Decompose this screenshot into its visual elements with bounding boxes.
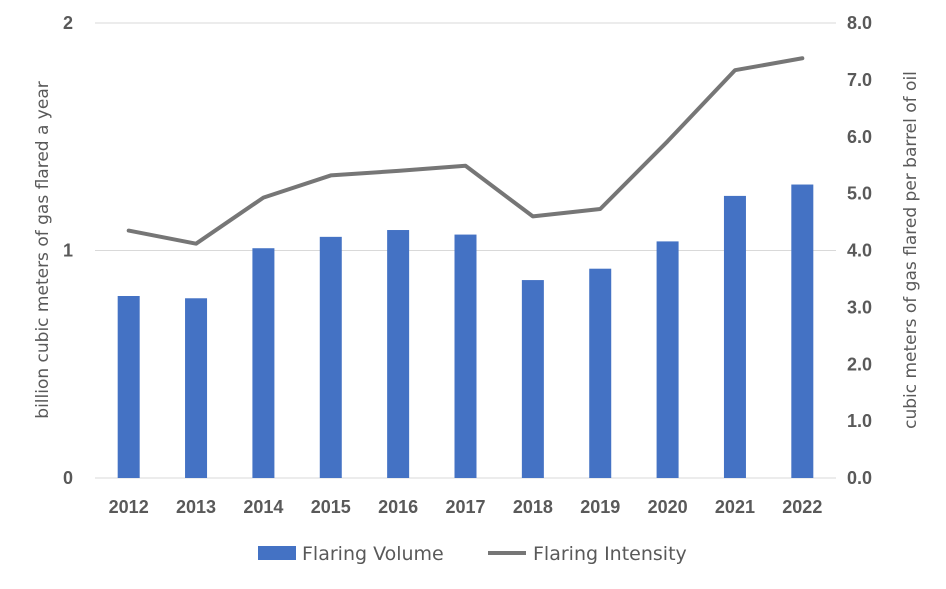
intensity-point-2018 xyxy=(532,215,534,217)
intensity-point-2014 xyxy=(262,197,264,199)
left-tick-label: 0 xyxy=(63,468,73,488)
intensity-point-2016 xyxy=(397,170,399,172)
bar-2016 xyxy=(387,230,410,478)
legend-label-flaring-intensity: Flaring Intensity xyxy=(533,543,687,565)
right-axis-title: cubic meters of gas flared per barrel of… xyxy=(901,71,921,429)
x-tick-label: 2015 xyxy=(311,497,351,517)
bar-2014 xyxy=(252,248,275,478)
intensity-point-2019 xyxy=(599,208,601,210)
right-axis-ticks: 0.0 1.0 2.0 3.0 4.0 5.0 6.0 7.0 8.0 xyxy=(847,13,872,488)
intensity-point-2017 xyxy=(465,165,466,167)
left-axis-title: billion cubic meters of gas flared a yea… xyxy=(33,81,53,418)
right-tick-label: 8.0 xyxy=(847,13,872,33)
bar-2020 xyxy=(656,241,679,478)
x-tick-label: 2022 xyxy=(782,497,822,517)
left-axis-ticks: 0 1 2 xyxy=(63,13,73,488)
right-tick-label: 0.0 xyxy=(847,468,872,488)
intensity-point-2021 xyxy=(734,69,736,71)
right-tick-label: 1.0 xyxy=(847,411,872,431)
x-tick-label: 2018 xyxy=(513,497,553,517)
x-tick-label: 2014 xyxy=(243,497,283,517)
bar-2022 xyxy=(791,184,814,478)
x-tick-label: 2017 xyxy=(445,497,485,517)
bar-2018 xyxy=(521,280,544,478)
legend-label-flaring-volume: Flaring Volume xyxy=(302,543,444,565)
x-tick-label: 2016 xyxy=(378,497,418,517)
left-tick-label: 2 xyxy=(63,13,73,33)
x-tick-label: 2020 xyxy=(648,497,688,517)
bar-2021 xyxy=(723,195,746,478)
bar-2013 xyxy=(185,298,208,478)
bar-2015 xyxy=(319,236,342,478)
bar-2019 xyxy=(589,268,612,478)
x-axis-ticks: 2012 2013 2014 2015 2016 2017 2018 2019 2020 2021… xyxy=(109,497,823,517)
right-tick-label: 3.0 xyxy=(847,297,872,317)
right-tick-label: 2.0 xyxy=(847,354,872,374)
intensity-point-2022 xyxy=(801,57,803,59)
right-tick-label: 7.0 xyxy=(847,70,872,90)
intensity-line xyxy=(126,56,805,246)
line-series xyxy=(126,56,805,246)
x-tick-label: 2013 xyxy=(176,497,216,517)
right-tick-label: 6.0 xyxy=(847,127,872,147)
bar-series xyxy=(117,184,814,478)
intensity-point-2012 xyxy=(128,230,130,232)
bar-2012 xyxy=(117,296,140,478)
right-tick-label: 4.0 xyxy=(847,241,872,261)
legend: Flaring Volume Flaring Intensity xyxy=(258,543,687,565)
intensity-point-2015 xyxy=(330,174,332,176)
intensity-point-2013 xyxy=(195,243,197,245)
left-tick-label: 1 xyxy=(63,241,73,261)
x-tick-label: 2019 xyxy=(580,497,620,517)
right-tick-label: 5.0 xyxy=(847,184,872,204)
legend-swatch-flaring-volume xyxy=(258,546,296,560)
bar-2017 xyxy=(454,234,477,478)
x-tick-label: 2012 xyxy=(109,497,149,517)
intensity-point-2020 xyxy=(667,140,669,142)
x-tick-label: 2021 xyxy=(715,497,755,517)
